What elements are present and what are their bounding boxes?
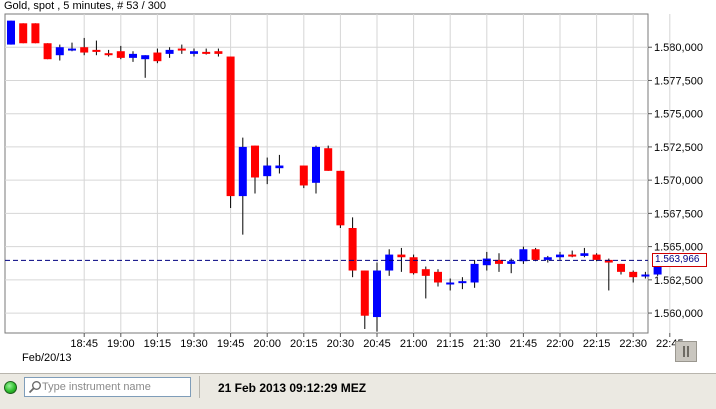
y-tick-label: 1.575,000 [654,109,703,121]
candle-up [55,47,64,56]
candle-down [568,254,577,257]
candle-up [458,281,467,284]
candle-up [238,146,247,197]
candle-down [251,145,259,178]
x-tick-label: 21:15 [436,338,464,350]
candle-down [19,23,28,44]
chart-area[interactable]: 1.560,000 1.562,500 1.565,000 1.567,500 1.57… [0,0,716,373]
candle-down [116,51,125,58]
y-tick-label: 1.562,500 [654,275,703,287]
candlestick-chart[interactable]: 1.560,000 1.562,500 1.565,000 1.567,500 1.57… [0,0,716,373]
x-tick-label: 20:00 [253,338,281,350]
candle-up [482,258,491,266]
chart-title: Gold, spot , 5 minutes, # 53 / 300 [4,0,167,12]
x-tick-label: 19:15 [144,338,172,350]
candle-up [275,165,284,169]
candle-down [604,259,613,263]
candle-down [214,51,223,54]
y-tick-label: 1.577,500 [654,75,703,87]
search-icon [28,381,41,394]
candle-up [165,49,174,54]
candle-up [556,254,564,258]
candle-down [360,270,369,316]
status-bar: 21 Feb 2013 09:12:29 MEZ [0,373,716,409]
candle-up [7,20,15,45]
candle-up [385,254,394,271]
candle-up [312,146,320,183]
y-tick-label: 1.572,500 [654,142,703,154]
candle-down [226,56,235,197]
candle-down [495,259,503,264]
y-tick-label: 1.560,000 [654,308,703,320]
status-datetime: 21 Feb 2013 09:12:29 MEZ [218,381,367,395]
candle-down [324,148,333,171]
candle-down [336,170,345,226]
candle-down [409,257,418,274]
x-tick-label: 18:45 [70,338,98,350]
candle-down [531,249,540,260]
candle-down [104,53,113,56]
x-tick-label: 21:30 [473,338,501,350]
x-tick-label: 22:00 [546,338,574,350]
candle-down [43,43,52,60]
candle-down [31,23,40,44]
candle-down [299,165,308,186]
x-tick-label: 21:45 [510,338,538,350]
candle-up [141,55,150,60]
candle-down [80,47,89,53]
x-tick-label: 20:15 [290,338,318,350]
y-tick-label: 1.567,500 [654,208,703,220]
candle-up [129,53,137,58]
candle-up [641,274,650,277]
candle-down [421,269,430,276]
candle-up [543,257,552,260]
x-tick-label: 20:30 [327,338,355,350]
candle-up [68,48,76,51]
candle-up [470,263,479,283]
candle-down [92,49,101,52]
date-label: Feb/20/13 [22,352,72,364]
y-tick-label: 1.565,000 [654,242,703,254]
candle-down [348,227,357,271]
x-tick-label: 19:45 [217,338,245,350]
green-led-icon [4,381,17,394]
current-price-tag: 1.563,966 [652,253,707,268]
status-divider [199,376,200,398]
candle-up [580,253,589,256]
candle-up [263,165,272,177]
candle-down [617,263,625,272]
candle-down [629,271,638,278]
candle-down [434,271,442,283]
scroll-handle-icon[interactable] [675,341,697,362]
candle-down [153,52,162,62]
candle-up [446,282,455,285]
candle-up [519,249,528,262]
x-tick-label: 22:15 [583,338,611,350]
candle-down [592,254,601,260]
candle-down [177,48,186,51]
x-tick-label: 20:45 [363,338,391,350]
x-tick-label: 22:30 [619,338,647,350]
plot-area [4,13,649,334]
y-tick-label: 1.580,000 [654,42,703,54]
instrument-search-input[interactable] [42,379,188,395]
x-tick-label: 21:00 [400,338,428,350]
candle-down [397,254,406,258]
candle-up [190,51,198,54]
candle-up [373,270,381,318]
candle-up [507,261,516,264]
x-tick-label: 19:30 [180,338,208,350]
x-tick-label: 19:00 [107,338,135,350]
search-box[interactable] [24,377,191,397]
candle-down [202,51,211,54]
y-tick-label: 1.570,000 [654,175,703,187]
